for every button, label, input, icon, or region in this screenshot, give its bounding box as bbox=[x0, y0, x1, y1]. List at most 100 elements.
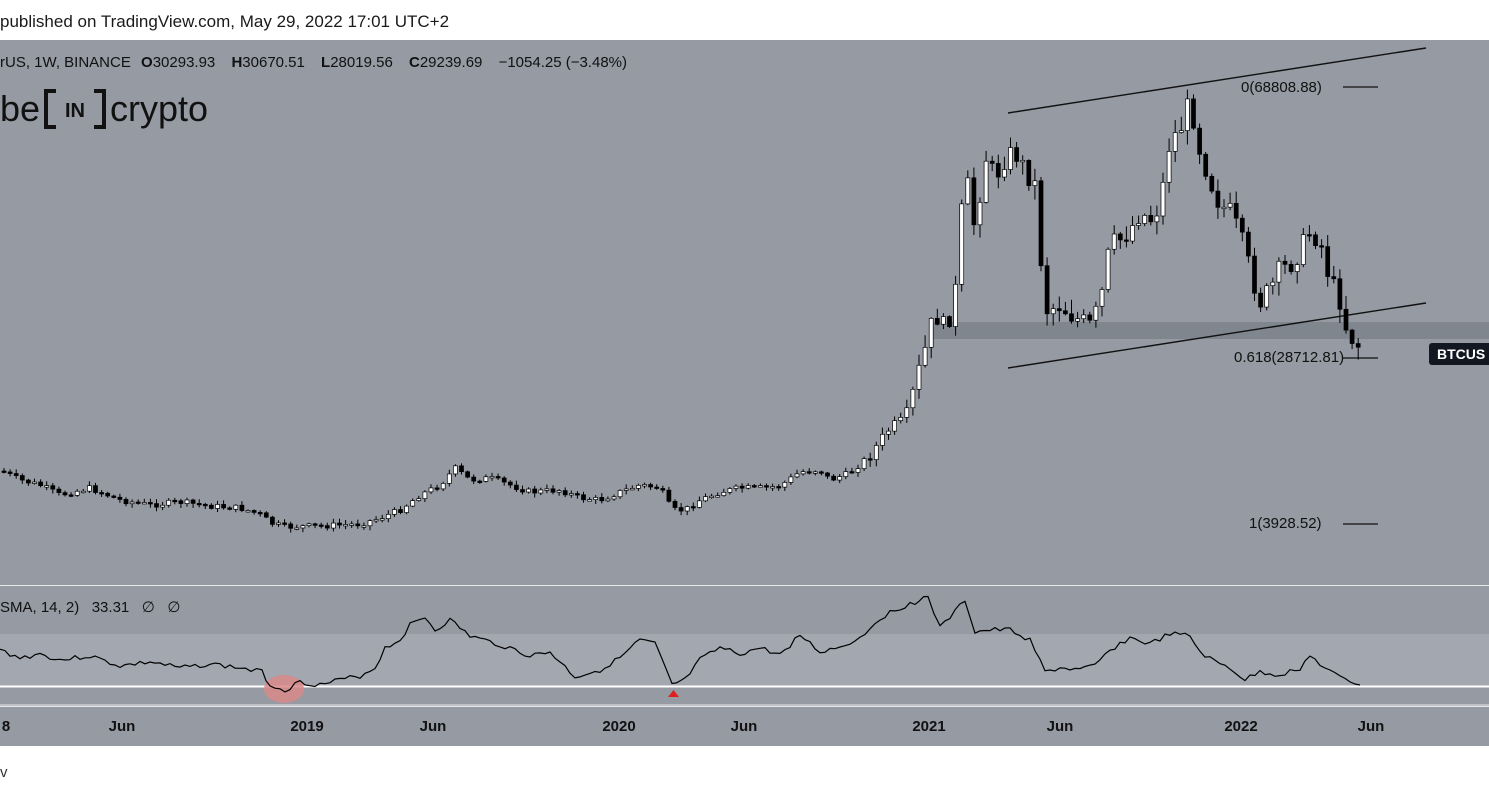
candle-up bbox=[983, 160, 989, 203]
candle-down bbox=[1313, 234, 1318, 247]
candle-down bbox=[690, 506, 696, 509]
candle-up bbox=[1142, 215, 1148, 224]
candle-up bbox=[392, 509, 397, 515]
fib-level-0-label: 0(68808.88) bbox=[1241, 79, 1322, 96]
support-zone bbox=[930, 322, 1489, 339]
candle-down bbox=[56, 488, 62, 493]
price-chart[interactable] bbox=[0, 40, 1489, 748]
x-tick-label: 2020 bbox=[602, 718, 636, 735]
candle-up bbox=[141, 502, 147, 505]
candle-down bbox=[26, 479, 31, 484]
candle-up bbox=[886, 430, 891, 435]
candle-down bbox=[1307, 234, 1312, 237]
candle-up bbox=[1032, 180, 1038, 186]
candle-up bbox=[898, 417, 904, 421]
candle-up bbox=[745, 485, 751, 489]
candle-down bbox=[550, 488, 556, 493]
candle-down bbox=[776, 486, 782, 489]
candle-down bbox=[270, 516, 275, 525]
time-axis bbox=[0, 706, 1489, 746]
candle-down bbox=[1056, 308, 1062, 312]
high-value: 30670.51 bbox=[242, 54, 305, 71]
candle-up bbox=[910, 388, 916, 409]
candle-up bbox=[422, 491, 428, 500]
candle-down bbox=[1191, 98, 1196, 129]
x-tick-label: 2019 bbox=[290, 718, 324, 735]
candle-up bbox=[544, 488, 550, 491]
candle-up bbox=[1111, 233, 1117, 250]
candle-up bbox=[904, 407, 910, 418]
logo-text-left: be bbox=[0, 88, 41, 129]
candle-up bbox=[1099, 289, 1105, 307]
candle-up bbox=[404, 505, 409, 513]
candle-down bbox=[520, 489, 525, 493]
candle-up bbox=[623, 488, 629, 491]
candle-up bbox=[1002, 169, 1007, 178]
candle-down bbox=[806, 471, 812, 474]
rsi-line bbox=[0, 595, 1361, 693]
watermark-text: v bbox=[0, 764, 8, 781]
x-tick-label: Jun bbox=[108, 718, 136, 735]
candle-up bbox=[617, 490, 623, 498]
candle-up bbox=[1154, 215, 1160, 223]
candle-up bbox=[1050, 308, 1056, 315]
open-label: O bbox=[141, 54, 153, 71]
candle-down bbox=[263, 512, 269, 518]
candle-up bbox=[611, 496, 617, 500]
candle-down bbox=[1209, 175, 1215, 192]
candle-down bbox=[1, 470, 7, 473]
candle-up bbox=[306, 523, 312, 526]
candle-down bbox=[495, 476, 501, 479]
candle-down bbox=[1117, 233, 1123, 241]
x-tick-label: 2022 bbox=[1224, 718, 1258, 735]
candle-down bbox=[324, 525, 330, 529]
candle-down bbox=[751, 485, 757, 488]
candle-down bbox=[739, 485, 745, 489]
change-value: −1054.25 (−3.48%) bbox=[498, 54, 627, 71]
candle-down bbox=[989, 160, 995, 164]
candle-up bbox=[782, 482, 788, 488]
candle-up bbox=[636, 484, 641, 489]
candle-down bbox=[227, 507, 233, 510]
candle-up bbox=[703, 496, 708, 502]
candle-down bbox=[148, 502, 153, 505]
candle-down bbox=[221, 504, 226, 509]
candle-up bbox=[1276, 260, 1282, 283]
candle-down bbox=[135, 501, 141, 504]
candle-up bbox=[843, 471, 849, 477]
rsi-legend: SMA, 14, 2) 33.31 ∅ ∅ bbox=[0, 598, 180, 616]
candle-up bbox=[276, 522, 281, 525]
candle-down bbox=[172, 499, 178, 503]
candle-up bbox=[1227, 202, 1233, 208]
candle-down bbox=[1038, 180, 1044, 267]
candle-up bbox=[1130, 225, 1135, 242]
candle-up bbox=[861, 458, 867, 469]
x-tick-label: 8 bbox=[1, 718, 11, 735]
candle-down bbox=[831, 475, 836, 481]
candle-up bbox=[642, 484, 647, 487]
candle-up bbox=[373, 519, 379, 522]
rsi-extra-2: ∅ bbox=[167, 599, 181, 616]
candle-down bbox=[105, 492, 111, 497]
published-caption: published on TradingView.com, May 29, 20… bbox=[0, 12, 450, 31]
candle-up bbox=[1008, 147, 1013, 170]
candle-down bbox=[434, 487, 440, 490]
candle-up bbox=[446, 473, 452, 484]
candle-up bbox=[697, 500, 702, 508]
candle-up bbox=[1166, 151, 1172, 183]
candle-down bbox=[1349, 329, 1355, 344]
candle-up bbox=[1264, 285, 1270, 308]
candle-down bbox=[1203, 153, 1209, 177]
candle-down bbox=[1197, 127, 1202, 155]
low-label: L bbox=[321, 54, 331, 71]
candle-up bbox=[44, 485, 50, 488]
candle-up bbox=[184, 499, 190, 504]
candle-up bbox=[1178, 130, 1184, 133]
candle-down bbox=[1325, 246, 1331, 277]
candle-up bbox=[129, 501, 135, 505]
candle-down bbox=[154, 503, 159, 508]
candle-down bbox=[202, 503, 208, 507]
candle-down bbox=[355, 523, 361, 527]
candle-up bbox=[605, 498, 611, 502]
close-label: C bbox=[408, 54, 420, 71]
